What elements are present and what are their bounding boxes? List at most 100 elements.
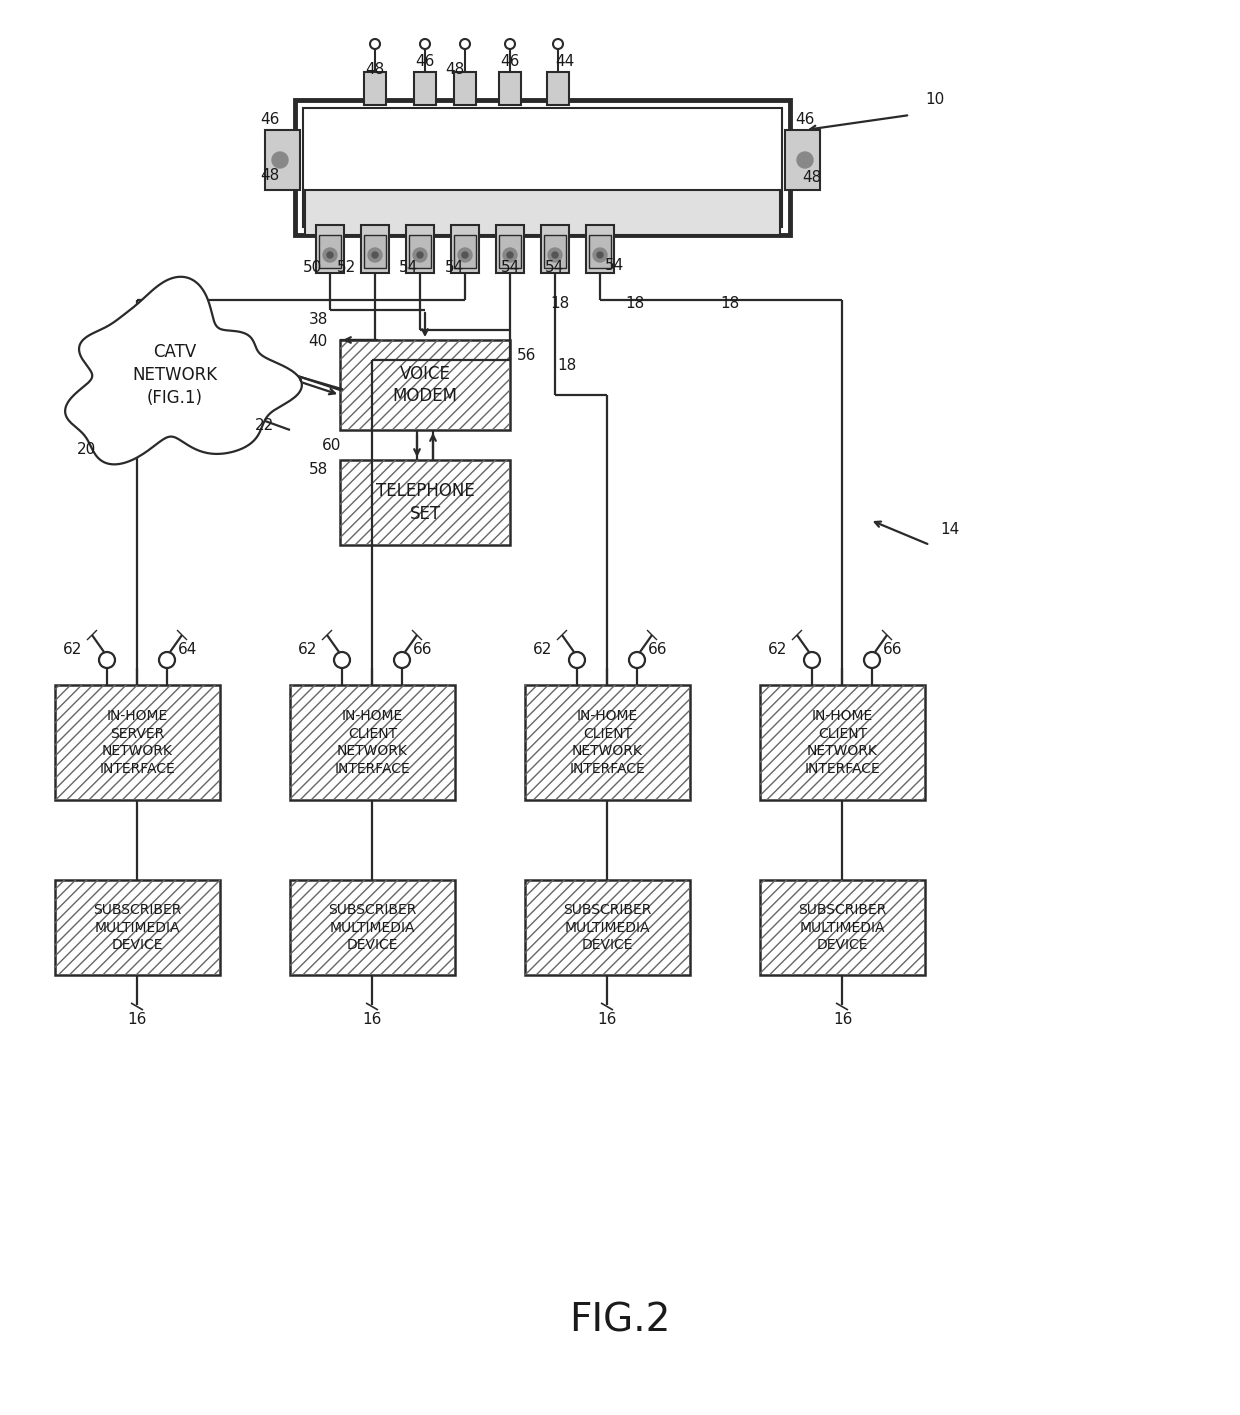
Text: 54: 54 — [546, 260, 564, 276]
Bar — [55, 880, 219, 975]
Text: 62: 62 — [533, 642, 553, 658]
Text: IN-HOME
SERVER
NETWORK
INTERFACE: IN-HOME SERVER NETWORK INTERFACE — [99, 709, 175, 777]
Circle shape — [394, 652, 410, 668]
Text: TELEPHONE
SET: TELEPHONE SET — [376, 483, 475, 524]
Bar — [295, 100, 790, 235]
Circle shape — [553, 40, 563, 50]
Bar — [498, 235, 521, 267]
Bar — [290, 880, 455, 975]
Text: 64: 64 — [179, 642, 197, 658]
Text: SUBSCRIBER
MULTIMEDIA
DEVICE: SUBSCRIBER MULTIMEDIA DEVICE — [329, 903, 417, 952]
Circle shape — [552, 252, 558, 258]
Bar — [55, 685, 219, 799]
Text: 48: 48 — [366, 62, 384, 78]
Bar — [760, 880, 925, 975]
Text: 58: 58 — [309, 463, 327, 477]
Circle shape — [629, 652, 645, 668]
Text: 62: 62 — [769, 642, 787, 658]
Circle shape — [507, 252, 513, 258]
Bar — [303, 108, 782, 226]
Bar — [290, 685, 455, 799]
Text: 38: 38 — [309, 313, 327, 327]
Circle shape — [569, 652, 585, 668]
Text: 46: 46 — [500, 55, 520, 69]
Text: 48: 48 — [260, 167, 280, 183]
Text: VOICE
MODEM: VOICE MODEM — [393, 365, 458, 406]
Text: 18: 18 — [551, 296, 569, 310]
Bar — [525, 880, 689, 975]
Bar — [760, 685, 925, 799]
Text: 10: 10 — [925, 92, 945, 108]
Bar — [451, 225, 479, 273]
Bar — [547, 72, 569, 105]
Bar — [340, 340, 510, 430]
Text: 18: 18 — [557, 358, 577, 372]
Bar — [525, 685, 689, 799]
Text: 18: 18 — [720, 296, 739, 310]
Bar — [365, 72, 386, 105]
Bar — [760, 880, 925, 975]
Circle shape — [368, 248, 382, 262]
Circle shape — [99, 652, 115, 668]
Text: SUBSCRIBER
MULTIMEDIA
DEVICE: SUBSCRIBER MULTIMEDIA DEVICE — [799, 903, 887, 952]
Bar — [589, 235, 611, 267]
Text: 66: 66 — [649, 642, 668, 658]
Circle shape — [327, 252, 334, 258]
Circle shape — [413, 248, 427, 262]
Bar — [409, 235, 432, 267]
Bar — [525, 685, 689, 799]
Bar — [785, 130, 820, 190]
Text: 48: 48 — [802, 170, 822, 185]
Circle shape — [420, 40, 430, 50]
Text: 46: 46 — [260, 113, 280, 127]
Text: 16: 16 — [598, 1013, 616, 1027]
Text: 66: 66 — [413, 642, 433, 658]
Text: 22: 22 — [255, 417, 274, 433]
Text: 46: 46 — [795, 113, 815, 127]
Bar — [365, 235, 386, 267]
Circle shape — [272, 151, 288, 168]
Text: 40: 40 — [309, 334, 327, 350]
Bar — [290, 880, 455, 975]
Bar — [587, 225, 614, 273]
Bar — [290, 685, 455, 799]
Text: 16: 16 — [833, 1013, 853, 1027]
Circle shape — [417, 252, 423, 258]
Bar — [760, 685, 925, 799]
Bar — [305, 190, 780, 235]
Text: 18: 18 — [625, 296, 645, 310]
Bar — [55, 685, 219, 799]
Circle shape — [322, 248, 337, 262]
Bar — [405, 225, 434, 273]
Bar — [525, 880, 689, 975]
Circle shape — [505, 40, 515, 50]
Bar — [454, 72, 476, 105]
Text: 20: 20 — [77, 443, 97, 457]
Circle shape — [804, 652, 820, 668]
Text: 50: 50 — [303, 260, 321, 276]
Bar — [340, 460, 510, 545]
Circle shape — [593, 248, 608, 262]
Text: SUBSCRIBER
MULTIMEDIA
DEVICE: SUBSCRIBER MULTIMEDIA DEVICE — [93, 903, 182, 952]
Circle shape — [458, 248, 472, 262]
Text: IN-HOME
CLIENT
NETWORK
INTERFACE: IN-HOME CLIENT NETWORK INTERFACE — [335, 709, 410, 777]
Bar — [316, 225, 343, 273]
Bar — [265, 130, 300, 190]
Text: IN-HOME
CLIENT
NETWORK
INTERFACE: IN-HOME CLIENT NETWORK INTERFACE — [805, 709, 880, 777]
Text: 54: 54 — [445, 260, 465, 276]
Bar — [340, 340, 510, 430]
Text: 54: 54 — [398, 260, 418, 276]
Text: 54: 54 — [501, 260, 520, 276]
Text: 62: 62 — [63, 642, 83, 658]
Bar — [414, 72, 436, 105]
Circle shape — [159, 652, 175, 668]
Bar — [55, 880, 219, 975]
Circle shape — [460, 40, 470, 50]
Text: 14: 14 — [940, 522, 960, 538]
Circle shape — [596, 252, 603, 258]
Circle shape — [372, 252, 378, 258]
Text: 54: 54 — [605, 258, 625, 273]
Bar — [541, 225, 569, 273]
Text: 56: 56 — [517, 348, 537, 362]
Text: 52: 52 — [336, 260, 356, 276]
